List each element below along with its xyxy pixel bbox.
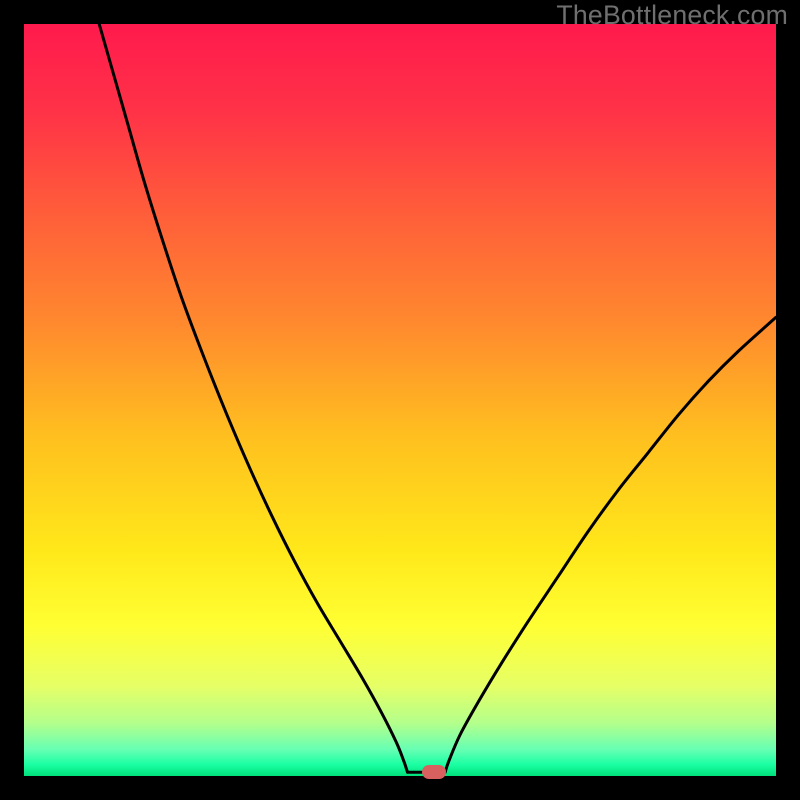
curve-layer: [24, 24, 776, 776]
chart-stage: TheBottleneck.com: [0, 0, 800, 800]
curve-right-branch: [445, 317, 776, 772]
plot-area: [24, 24, 776, 776]
curve-left-branch: [99, 24, 407, 772]
watermark-text: TheBottleneck.com: [556, 0, 788, 31]
optimum-marker: [422, 765, 446, 779]
